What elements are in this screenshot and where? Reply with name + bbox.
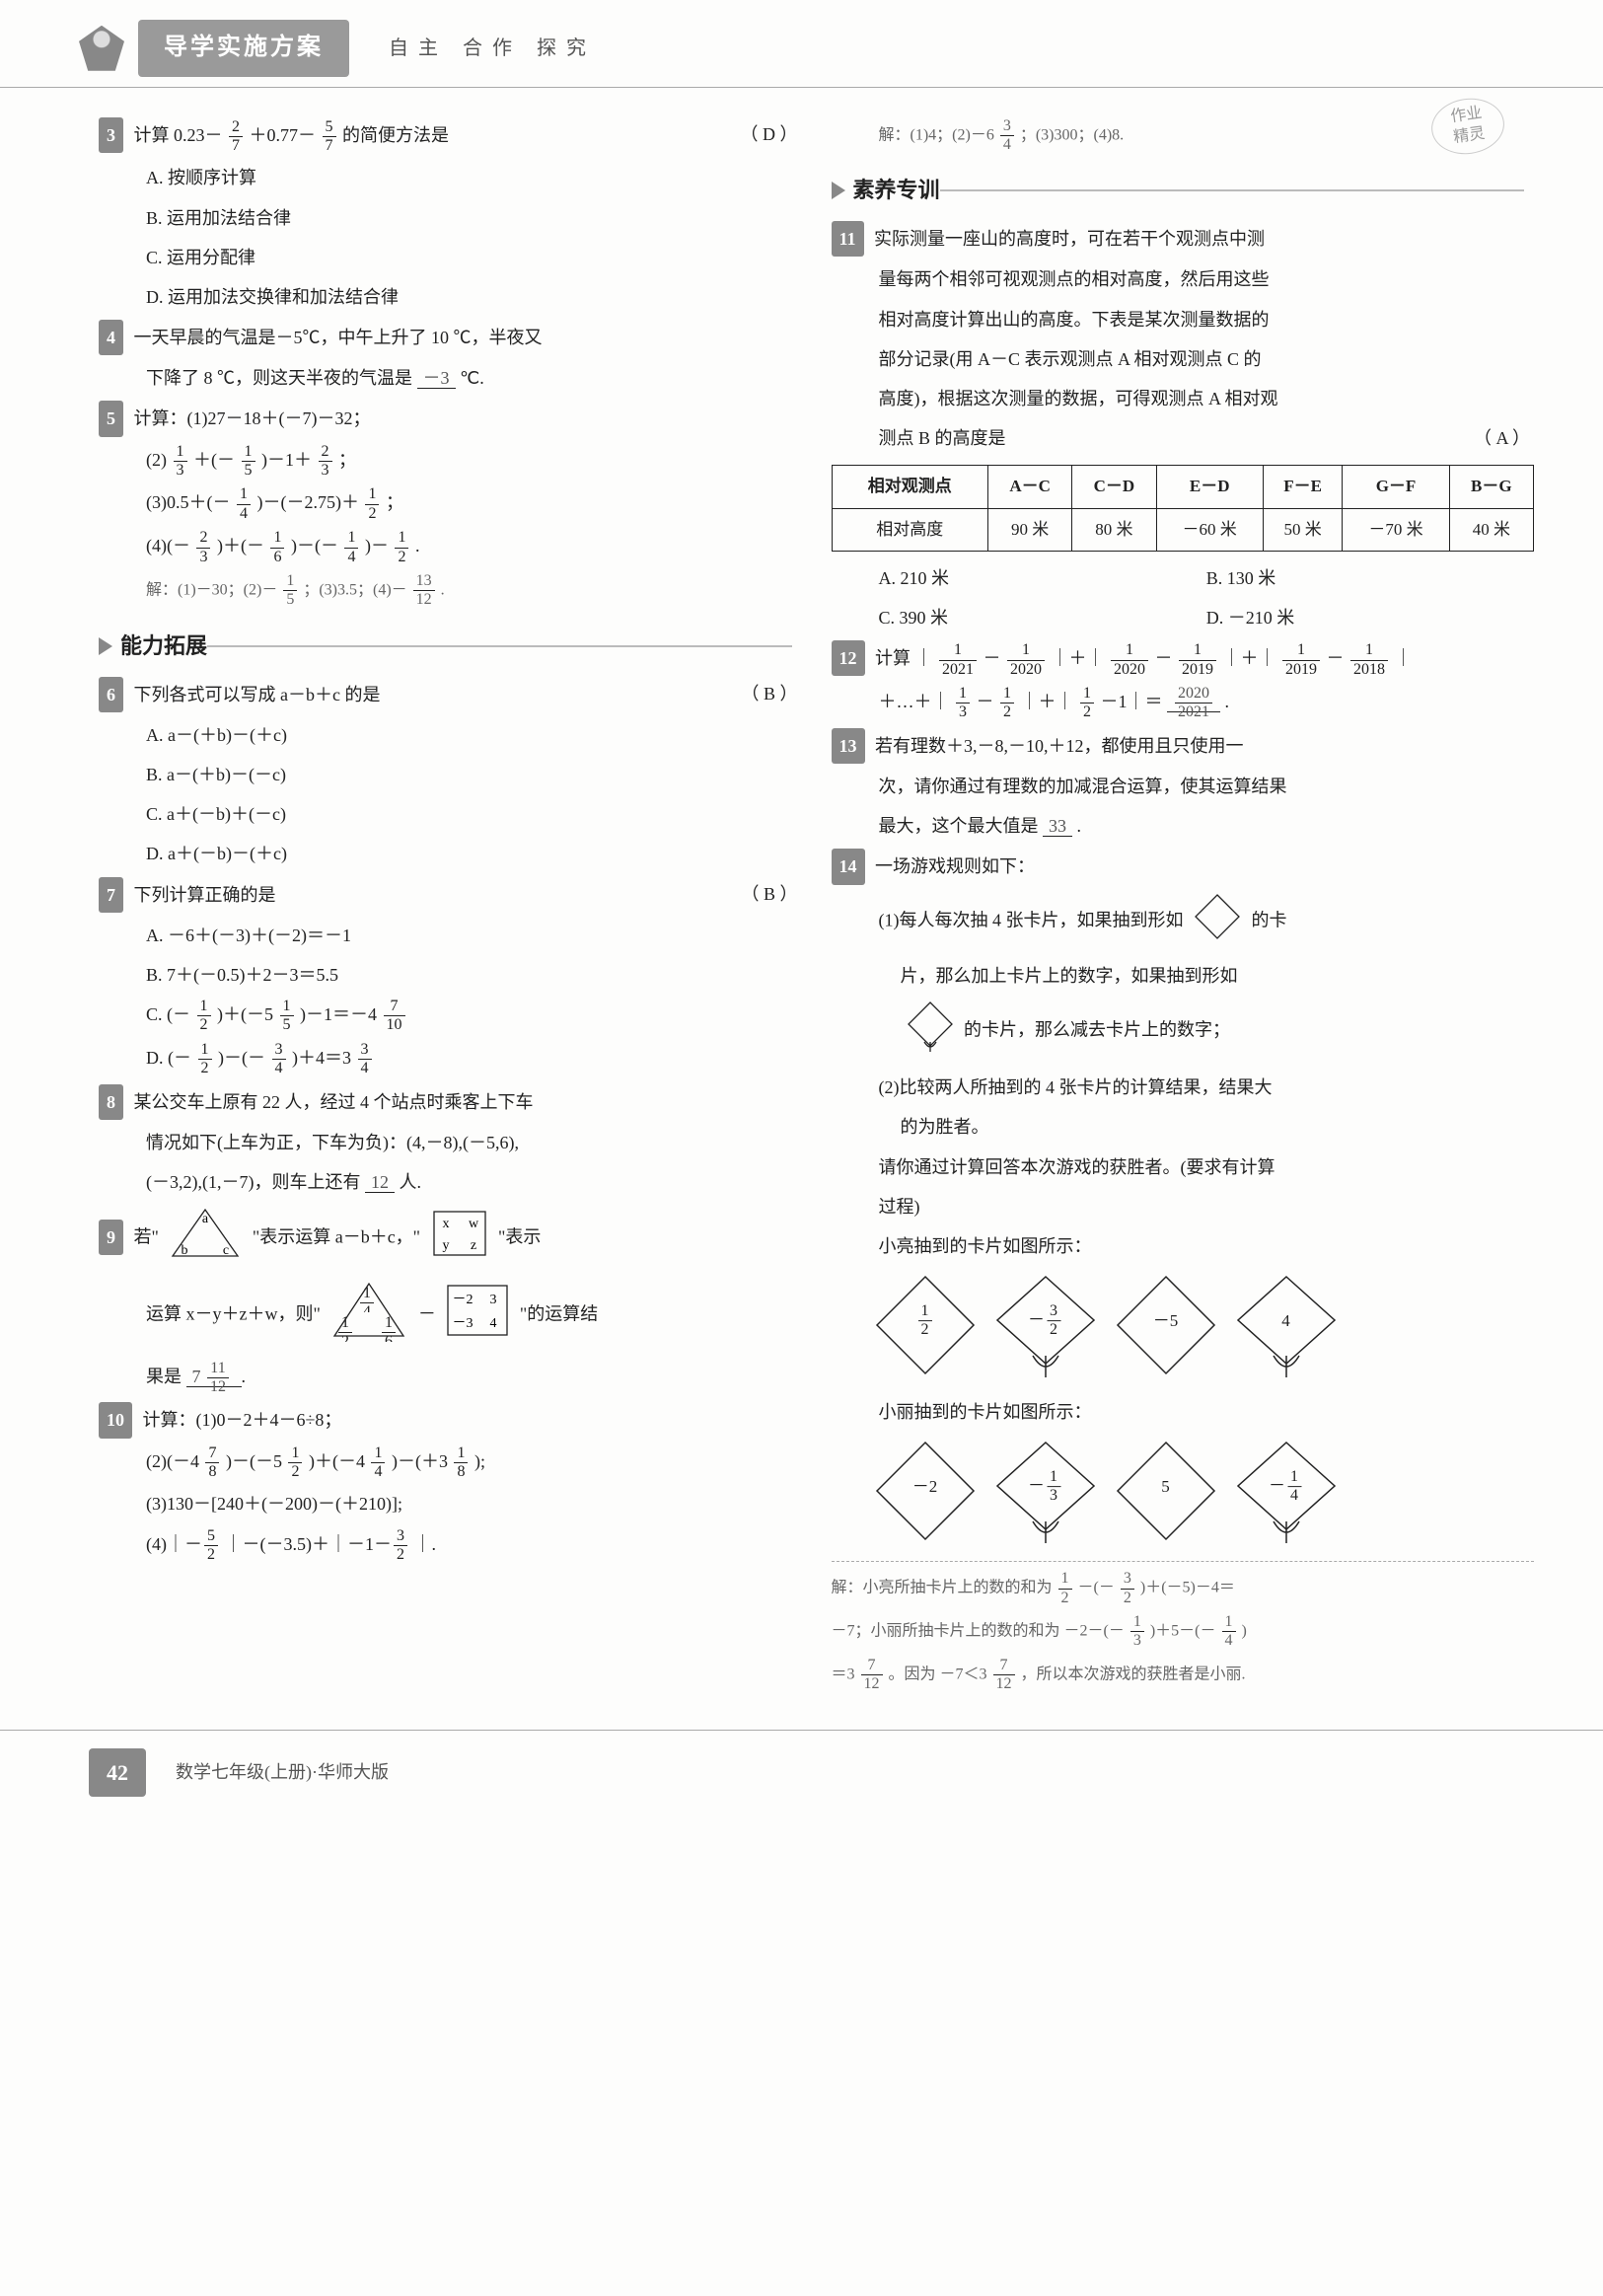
svg-text:x: x [442,1217,449,1231]
game-card: －14 [1232,1437,1341,1545]
question-14: 14 一场游戏规则如下： [832,849,1535,884]
q3-optD: D. 运用加法交换律和加法结合律 [99,280,802,314]
question-11: 11 实际测量一座山的高度时，可在若干个观测点中测 [832,221,1535,257]
page-header: 导学实施方案 自主 合作 探究 [0,0,1603,88]
q5-solution: 解：(1)－30；(2)－ 15 ；(3)3.5；(4)－ 1312 . [99,572,802,610]
li-label: 小丽抽到的卡片如图所示： [832,1395,1535,1429]
question-4: 4 一天早晨的气温是－5℃，中午上升了 10 ℃，半夜又 [99,320,802,355]
game-card: 5 [1112,1437,1220,1545]
question-13: 13 若有理数＋3,－8,－10,＋12，都使用且只使用一 [832,728,1535,764]
left-column: 3 计算 0.23－ 27 ＋0.77－ 57 的简便方法是 （ D ） A. … [99,111,802,1700]
q3-optC: C. 运用分配律 [99,241,802,274]
li-cards: －2－135－14 [871,1437,1535,1545]
q8-answer: 12 [365,1172,395,1193]
svg-text:4: 4 [490,1316,497,1331]
game-card: 12 [871,1271,980,1379]
right-column: 解：(1)4；(2)－6 34 ；(3)300；(4)8. 素养专训 11 实际… [832,111,1535,1700]
game-card: －2 [871,1437,980,1545]
spade-shape-icon [905,999,956,1065]
question-5: 5 计算：(1)27－18＋(－7)－32； [99,401,802,436]
square-icon: －2 3 －3 4 [444,1282,511,1350]
square-icon: x w y z [429,1207,490,1271]
diamond-shape-icon [1192,891,1243,953]
page-number: 42 [89,1748,146,1798]
liang-cards: 12－32－54 [871,1271,1535,1379]
svg-text:w: w [468,1217,478,1231]
footer-text: 数学七年级(上册)·华师大版 [176,1755,389,1789]
q11-datatable: 相对观测点A－C C－DE－D F－EG－F B－G 相对高度90 米 80 米… [832,465,1535,552]
game-card: －5 [1112,1271,1220,1379]
stamp-line2: 精灵 [1452,124,1487,149]
q3-optB: B. 运用加法结合律 [99,201,802,235]
section-suyang: 素养专训 [832,170,1535,211]
header-title: 导学实施方案 [138,20,349,77]
question-7: 7 下列计算正确的是 （ B ） [99,877,802,913]
svg-text:y: y [442,1238,449,1253]
question-12: 12 计算 ｜ 12021 － 12020 ｜＋｜ 12020 － 12019 … [832,640,1535,679]
triangle-icon: a b c [167,1205,244,1273]
svg-text:－3: －3 [453,1316,474,1331]
game-card: 4 [1232,1271,1341,1379]
header-subtitle: 自主 合作 探究 [389,30,596,67]
svg-text:－2: －2 [453,1293,474,1307]
question-9: 9 若" a b c "表示运算 a－b＋c，" x w y z [99,1205,802,1273]
logo-icon [79,26,124,71]
q13-answer: 33 [1043,816,1072,837]
qnum-4: 4 [99,320,123,355]
liang-label: 小亮抽到的卡片如图所示： [832,1229,1535,1263]
svg-text:3: 3 [490,1293,497,1307]
page-footer: 42 数学七年级(上册)·华师大版 [0,1730,1603,1821]
q3-optA: A. 按顺序计算 [99,161,802,194]
svg-text:z: z [470,1238,475,1253]
section-marker-icon [99,637,112,655]
q14-solution: 解：小亮所抽卡片上的数的和为 12 －(－ 32 )＋(－5)－4＝ [832,1561,1535,1607]
qnum-3: 3 [99,117,123,153]
question-10: 10 计算：(1)0－2＋4－6÷8； [99,1402,802,1438]
q4-answer: －3 [417,368,456,389]
svg-text:b: b [182,1243,188,1258]
question-8: 8 某公交车上原有 22 人，经过 4 个站点时乘客上下车 [99,1084,802,1120]
question-3: 3 计算 0.23－ 27 ＋0.77－ 57 的简便方法是 （ D ） [99,117,802,156]
svg-text:a: a [202,1212,209,1226]
section-ability: 能力拓展 [99,626,802,667]
q3-answer-paren: （ D ） [741,117,798,151]
triangle-icon: 14 12 16 [328,1279,409,1353]
game-card: －32 [991,1271,1100,1379]
game-card: －13 [991,1437,1100,1545]
question-6: 6 下列各式可以写成 a－b＋c 的是 （ B ） [99,677,802,712]
svg-text:c: c [223,1243,229,1258]
qnum-5: 5 [99,401,123,436]
q10-solution-top: 解：(1)4；(2)－6 34 ；(3)300；(4)8. [832,117,1535,155]
section-marker-icon [832,182,845,199]
